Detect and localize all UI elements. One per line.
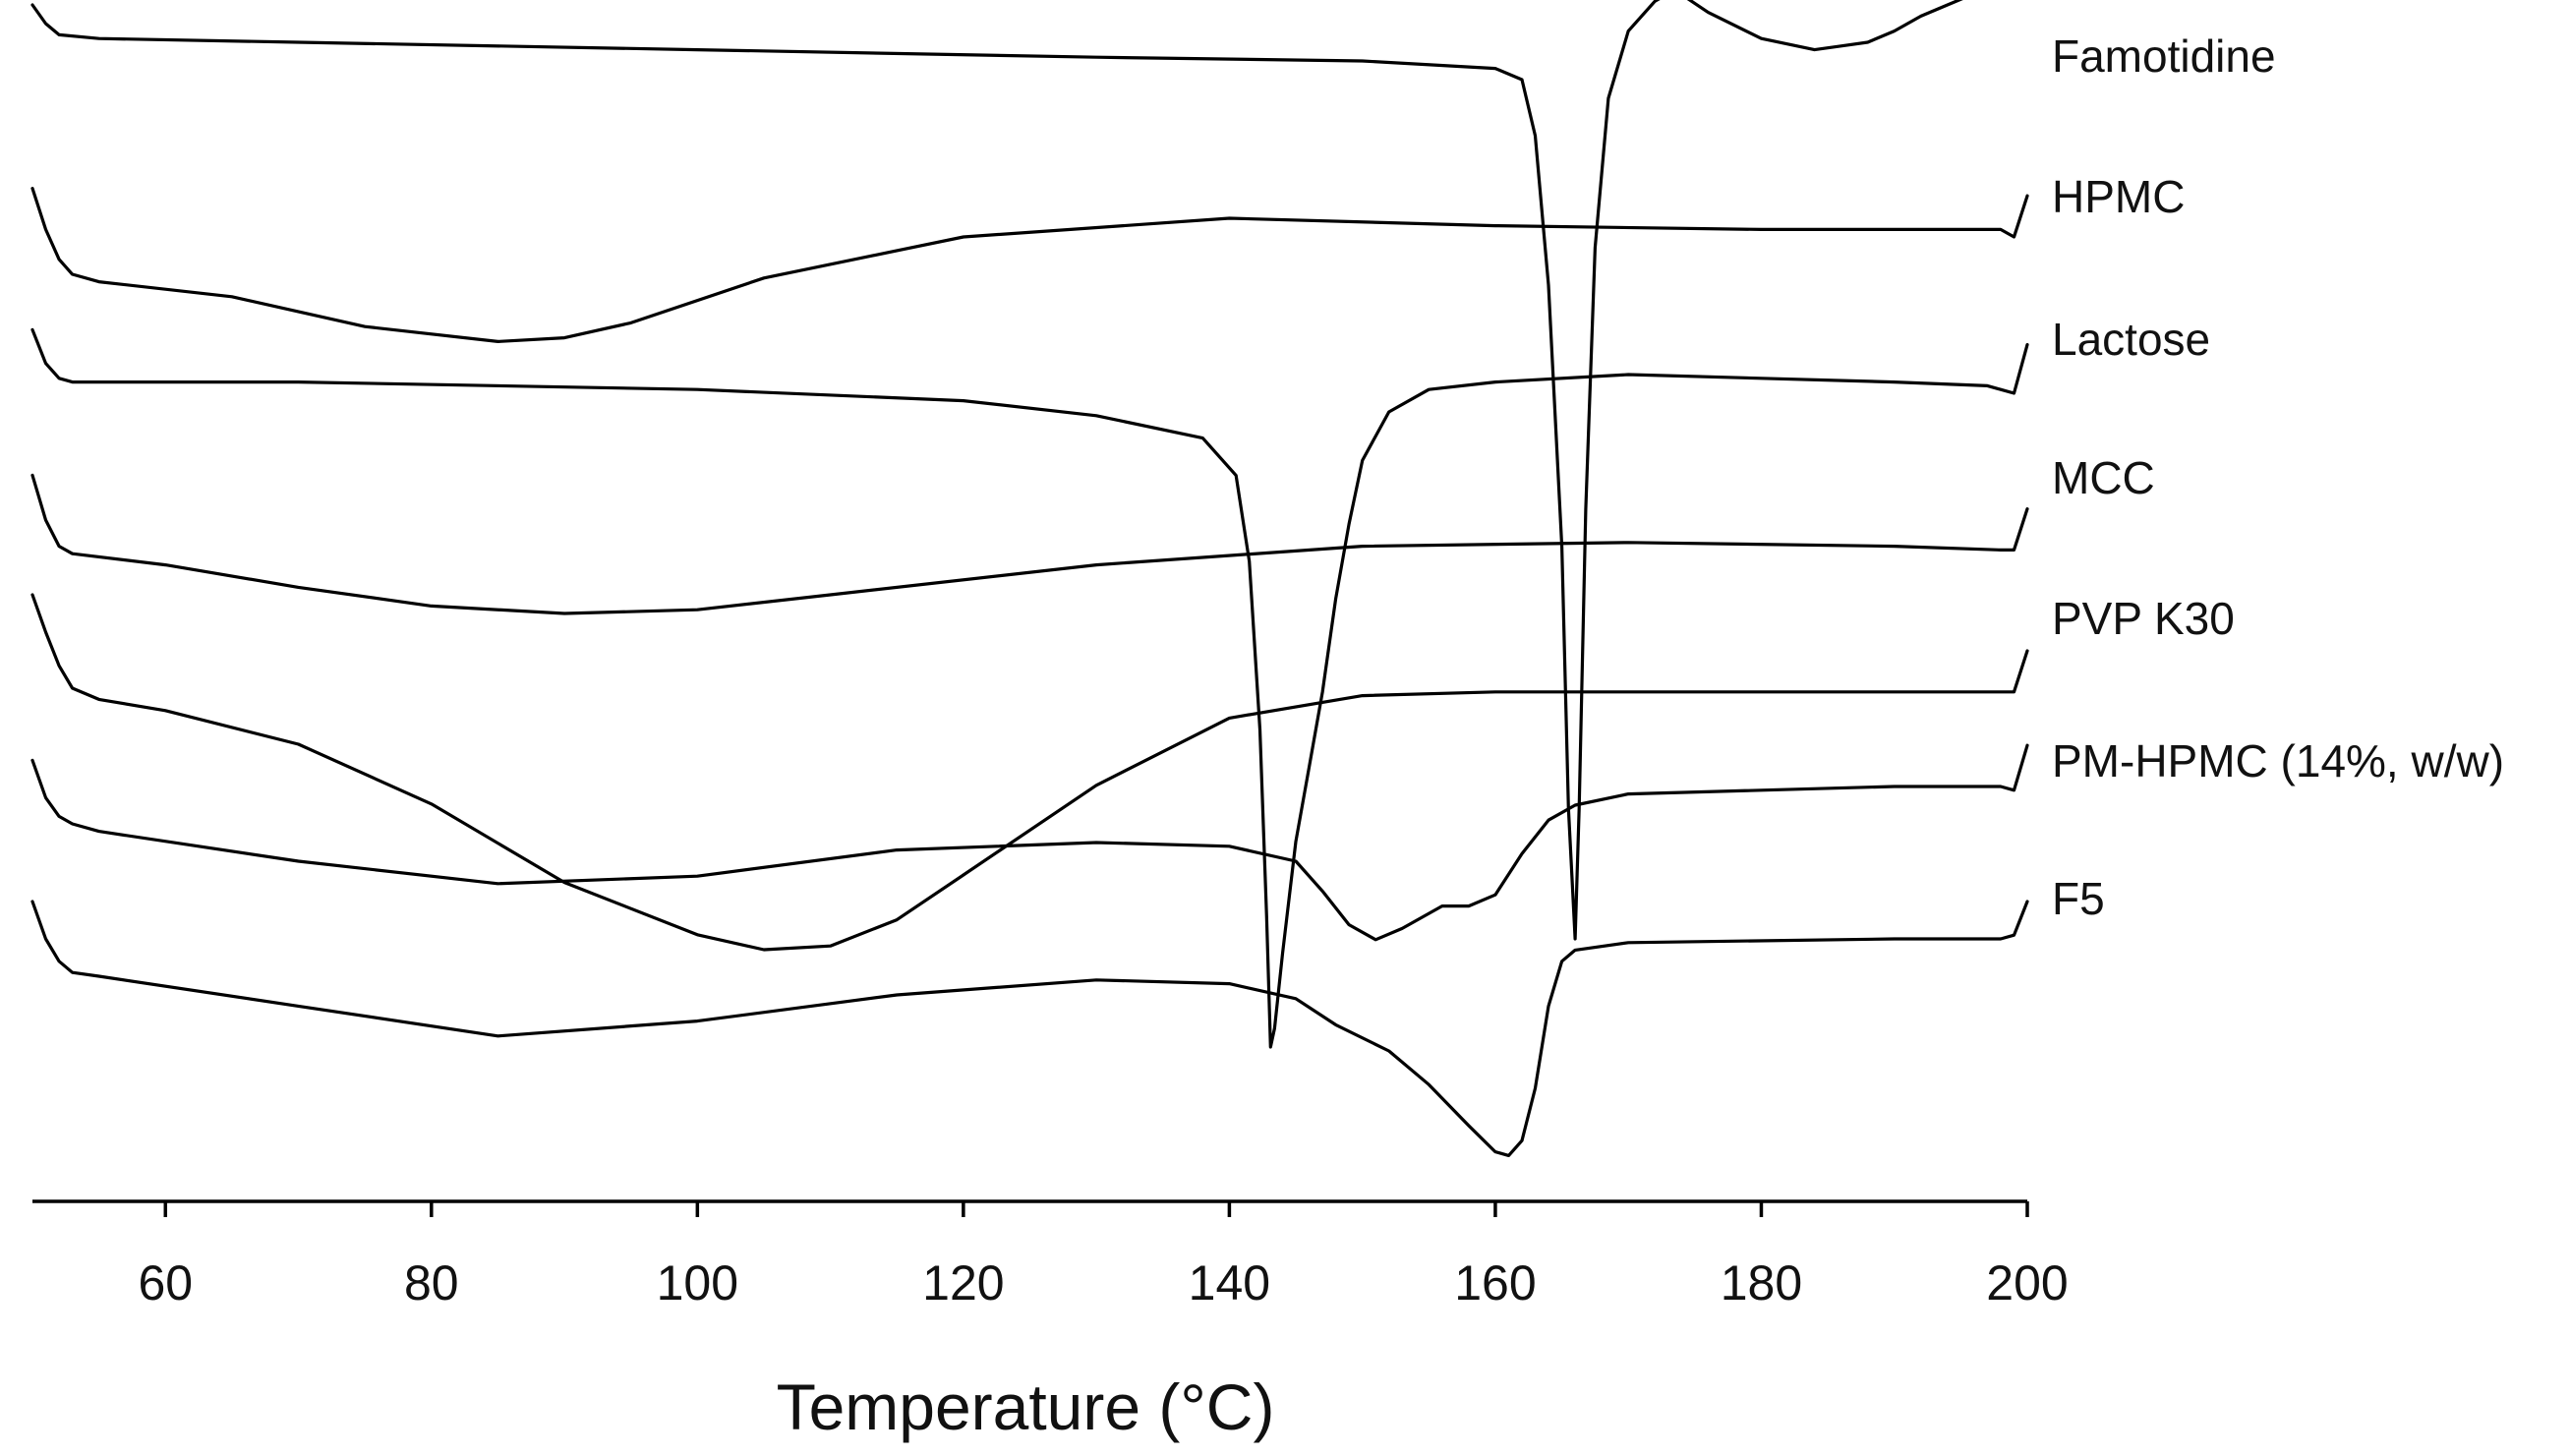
x-tick-label-140: 140 — [1189, 1255, 1270, 1310]
x-axis-title: Temperature (°C) — [777, 1370, 1275, 1443]
x-tick-label-200: 200 — [1986, 1255, 2068, 1310]
series-line-lactose — [30, 327, 2029, 1049]
series-label-lactose: Lactose — [2052, 314, 2210, 365]
series-labels: Famotidine HPMC Lactose MCC PVP K30 PM-HPMC (… — [2052, 30, 2504, 924]
series-label-pvp-k30: PVP K30 — [2052, 593, 2235, 644]
series-line-pm-hpmc-14-w-w — [30, 743, 2029, 942]
series-line-pvp-k30 — [30, 593, 2029, 952]
series-label-pm-hpmc-14-w-w: PM-HPMC (14%, w/w) — [2052, 735, 2504, 786]
series-line-f5 — [30, 900, 2029, 1157]
x-tick-label-100: 100 — [657, 1255, 738, 1310]
series-label-hpmc: HPMC — [2052, 171, 2185, 222]
series-line-hpmc — [30, 187, 2029, 343]
curves-layer — [30, 0, 2029, 1157]
x-tick-label-60: 60 — [138, 1255, 193, 1310]
series-label-mcc: MCC — [2052, 452, 2155, 503]
x-tick-label-160: 160 — [1454, 1255, 1536, 1310]
x-tick-label-80: 80 — [404, 1255, 459, 1310]
x-tick-label-120: 120 — [922, 1255, 1004, 1310]
series-line-famotidine — [30, 0, 1963, 941]
x-axis-ticks: 60 80 100 120 140 160 180 200 — [138, 1201, 2069, 1310]
series-line-mcc — [30, 473, 2029, 615]
series-label-f5: F5 — [2052, 873, 2105, 924]
x-tick-label-180: 180 — [1721, 1255, 1802, 1310]
series-label-famotidine: Famotidine — [2052, 30, 2276, 82]
